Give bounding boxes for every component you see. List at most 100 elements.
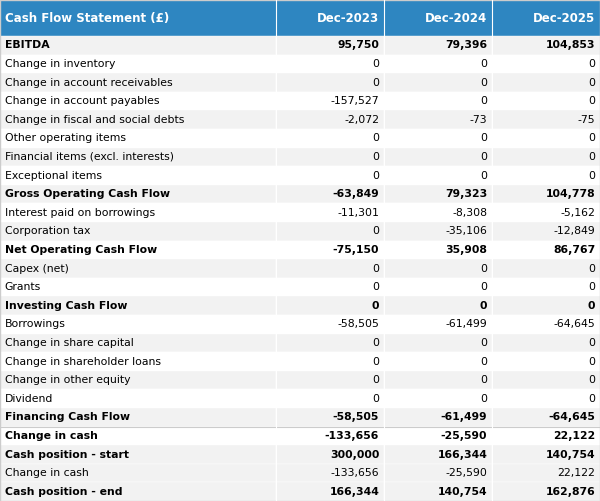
FancyBboxPatch shape: [384, 148, 492, 166]
Text: 0: 0: [480, 282, 487, 292]
FancyBboxPatch shape: [384, 259, 492, 278]
FancyBboxPatch shape: [276, 129, 384, 148]
Text: 0: 0: [372, 301, 379, 311]
Text: 166,344: 166,344: [329, 486, 379, 496]
FancyBboxPatch shape: [276, 427, 384, 445]
Text: Investing Cash Flow: Investing Cash Flow: [5, 301, 127, 311]
FancyBboxPatch shape: [276, 278, 384, 297]
Text: 162,876: 162,876: [545, 486, 595, 496]
Text: 140,754: 140,754: [437, 486, 487, 496]
FancyBboxPatch shape: [276, 185, 384, 203]
Text: 0: 0: [588, 59, 595, 69]
Text: -61,499: -61,499: [440, 412, 487, 422]
Text: 22,122: 22,122: [557, 468, 595, 478]
Text: Change in fiscal and social debts: Change in fiscal and social debts: [5, 115, 184, 125]
Text: -75,150: -75,150: [332, 245, 379, 255]
Text: Dec-2024: Dec-2024: [425, 12, 487, 25]
Text: 0: 0: [372, 152, 379, 162]
Text: 0: 0: [588, 394, 595, 404]
Text: Interest paid on borrowings: Interest paid on borrowings: [5, 208, 155, 218]
FancyBboxPatch shape: [384, 240, 492, 259]
FancyBboxPatch shape: [276, 92, 384, 110]
Text: Cash position - end: Cash position - end: [5, 486, 122, 496]
FancyBboxPatch shape: [384, 110, 492, 129]
Text: Change in other equity: Change in other equity: [5, 375, 130, 385]
FancyBboxPatch shape: [492, 278, 600, 297]
FancyBboxPatch shape: [492, 110, 600, 129]
FancyBboxPatch shape: [276, 445, 384, 464]
FancyBboxPatch shape: [276, 110, 384, 129]
Text: 0: 0: [480, 133, 487, 143]
FancyBboxPatch shape: [492, 36, 600, 55]
FancyBboxPatch shape: [0, 371, 276, 389]
Text: EBITDA: EBITDA: [5, 41, 49, 51]
FancyBboxPatch shape: [384, 445, 492, 464]
FancyBboxPatch shape: [384, 222, 492, 240]
FancyBboxPatch shape: [384, 464, 492, 482]
Text: 300,000: 300,000: [330, 449, 379, 459]
FancyBboxPatch shape: [0, 482, 276, 501]
FancyBboxPatch shape: [492, 73, 600, 92]
Text: Change in shareholder loans: Change in shareholder loans: [5, 357, 161, 367]
Text: 0: 0: [480, 78, 487, 88]
Text: Borrowings: Borrowings: [5, 319, 65, 329]
FancyBboxPatch shape: [384, 129, 492, 148]
Text: Dividend: Dividend: [5, 394, 53, 404]
Text: 86,767: 86,767: [553, 245, 595, 255]
FancyBboxPatch shape: [0, 110, 276, 129]
Text: 0: 0: [480, 301, 487, 311]
FancyBboxPatch shape: [0, 129, 276, 148]
Text: 0: 0: [588, 133, 595, 143]
Text: -25,590: -25,590: [445, 468, 487, 478]
Text: -58,505: -58,505: [333, 412, 379, 422]
FancyBboxPatch shape: [0, 408, 276, 427]
FancyBboxPatch shape: [492, 464, 600, 482]
Text: -64,645: -64,645: [553, 319, 595, 329]
Text: Capex (net): Capex (net): [5, 264, 68, 274]
FancyBboxPatch shape: [0, 315, 276, 334]
FancyBboxPatch shape: [276, 352, 384, 371]
Text: -35,106: -35,106: [445, 226, 487, 236]
FancyBboxPatch shape: [276, 222, 384, 240]
FancyBboxPatch shape: [492, 315, 600, 334]
FancyBboxPatch shape: [492, 297, 600, 315]
Text: 79,323: 79,323: [445, 189, 487, 199]
Text: 0: 0: [372, 357, 379, 367]
FancyBboxPatch shape: [492, 389, 600, 408]
Text: Cash position - start: Cash position - start: [5, 449, 129, 459]
Text: Corporation tax: Corporation tax: [5, 226, 90, 236]
FancyBboxPatch shape: [0, 464, 276, 482]
Text: 0: 0: [480, 375, 487, 385]
FancyBboxPatch shape: [0, 352, 276, 371]
FancyBboxPatch shape: [492, 408, 600, 427]
FancyBboxPatch shape: [0, 55, 276, 73]
Text: Cash Flow Statement (£): Cash Flow Statement (£): [5, 12, 169, 25]
Text: 0: 0: [588, 264, 595, 274]
Text: 0: 0: [588, 375, 595, 385]
FancyBboxPatch shape: [384, 166, 492, 185]
FancyBboxPatch shape: [0, 185, 276, 203]
FancyBboxPatch shape: [276, 166, 384, 185]
Text: 0: 0: [588, 282, 595, 292]
Text: -157,527: -157,527: [331, 96, 379, 106]
Text: 0: 0: [372, 394, 379, 404]
FancyBboxPatch shape: [492, 55, 600, 73]
Text: 0: 0: [372, 170, 379, 180]
FancyBboxPatch shape: [492, 166, 600, 185]
FancyBboxPatch shape: [0, 278, 276, 297]
FancyBboxPatch shape: [492, 185, 600, 203]
FancyBboxPatch shape: [492, 240, 600, 259]
FancyBboxPatch shape: [276, 0, 384, 36]
FancyBboxPatch shape: [492, 334, 600, 352]
Text: Dec-2025: Dec-2025: [533, 12, 595, 25]
FancyBboxPatch shape: [276, 240, 384, 259]
FancyBboxPatch shape: [492, 92, 600, 110]
Text: -25,590: -25,590: [441, 431, 487, 441]
Text: 104,778: 104,778: [545, 189, 595, 199]
FancyBboxPatch shape: [276, 55, 384, 73]
FancyBboxPatch shape: [0, 203, 276, 222]
Text: 0: 0: [480, 338, 487, 348]
FancyBboxPatch shape: [492, 371, 600, 389]
Text: 0: 0: [588, 170, 595, 180]
Text: 0: 0: [480, 357, 487, 367]
